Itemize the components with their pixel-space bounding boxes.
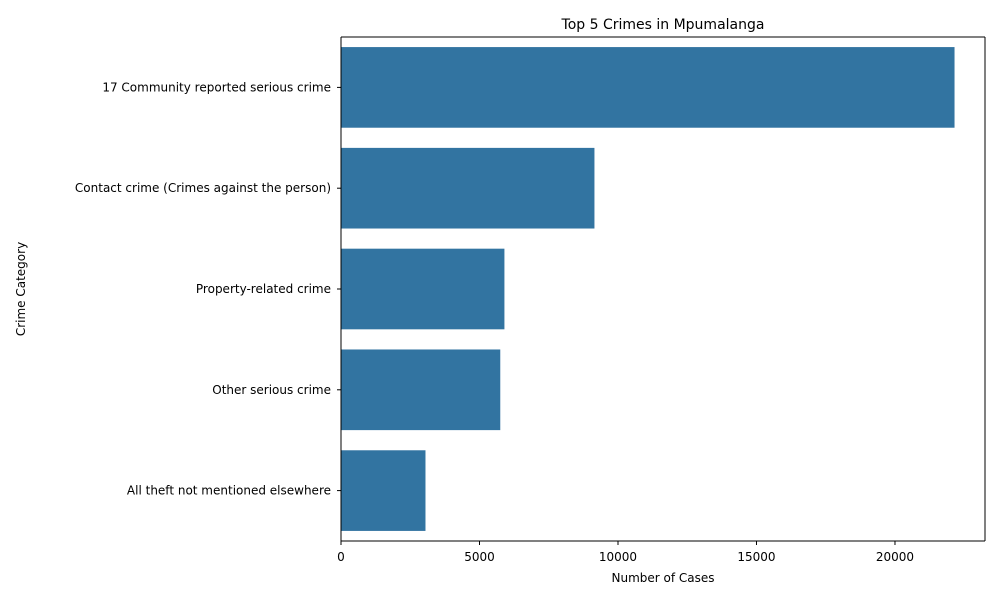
y-tick-label: 17 Community reported serious crime <box>102 80 331 94</box>
bars-layer <box>341 47 955 531</box>
y-axis-title: Crime Category <box>14 242 28 336</box>
x-axis-title: Number of Cases <box>611 571 714 585</box>
x-tick-label: 5000 <box>464 550 495 564</box>
bar-1 <box>341 147 595 229</box>
bar-0 <box>341 47 955 128</box>
y-tick-label: Property-related crime <box>196 282 331 296</box>
y-tick-label: All theft not mentioned elsewhere <box>127 484 331 498</box>
bar-3 <box>341 349 501 431</box>
y-tick-label: Contact crime (Crimes against the person… <box>75 181 331 195</box>
x-tick-label: 10000 <box>599 550 637 564</box>
y-tick-label: Other serious crime <box>212 383 331 397</box>
bar-4 <box>341 450 426 531</box>
x-axis-ticks: 0 5000 10000 15000 20000 <box>337 541 914 564</box>
y-axis-ticks: 17 Community reported serious crime Conta… <box>75 80 341 498</box>
chart-title: Top 5 Crimes in Mpumalanga <box>561 17 765 33</box>
x-tick-label: 15000 <box>737 550 775 564</box>
x-tick-label: 0 <box>337 550 345 564</box>
x-tick-label: 20000 <box>876 550 914 564</box>
bar-2 <box>341 248 505 330</box>
